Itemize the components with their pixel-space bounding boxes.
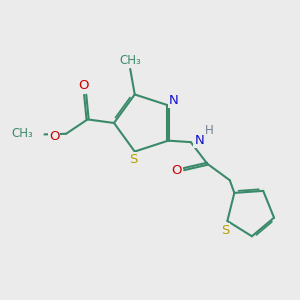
Text: N: N xyxy=(194,134,204,147)
Text: O: O xyxy=(49,130,59,143)
Text: H: H xyxy=(205,124,214,137)
Text: CH₃: CH₃ xyxy=(119,54,141,67)
Text: O: O xyxy=(79,79,89,92)
Text: CH₃: CH₃ xyxy=(11,127,33,140)
Text: N: N xyxy=(169,94,178,107)
Text: S: S xyxy=(129,153,137,167)
Text: O: O xyxy=(171,164,181,177)
Text: S: S xyxy=(221,224,229,237)
